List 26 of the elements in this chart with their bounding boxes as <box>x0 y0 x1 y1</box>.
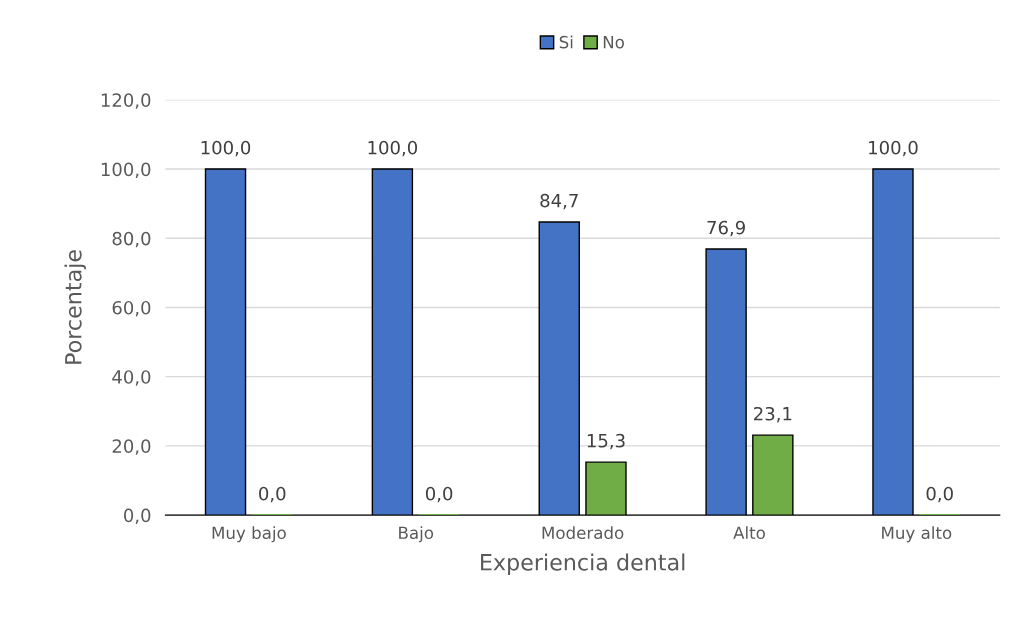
y-tick-label: 100,0 <box>101 162 151 179</box>
data-label: 0,0 <box>425 486 453 503</box>
x-axis-title: Experiencia dental <box>481 553 685 575</box>
x-tick-label: Muy bajo <box>212 526 286 543</box>
x-tick-label: Moderado <box>542 526 624 540</box>
x-tick-label: Muy alto <box>882 526 952 543</box>
data-label: 0,0 <box>259 486 286 503</box>
x-tick-label: Alto <box>733 526 765 540</box>
y-tick-label: 120,0 <box>101 93 151 109</box>
y-tick-label: 0,0 <box>124 508 151 525</box>
data-label: 100,0 <box>201 140 251 157</box>
y-tick-label: 20,0 <box>112 439 151 455</box>
y-tick-label: 80,0 <box>112 231 151 248</box>
legend-label: Si <box>559 35 573 49</box>
x-tick-label: Bajo <box>399 526 434 543</box>
y-tick-label: 60,0 <box>112 300 151 317</box>
data-label: 23,1 <box>754 406 792 423</box>
data-label: 100,0 <box>869 140 918 157</box>
data-label: 84,7 <box>540 193 578 210</box>
data-label: 15,3 <box>587 433 625 450</box>
data-label: 76,9 <box>707 220 745 237</box>
y-tick-label: 40,0 <box>112 370 151 386</box>
legend-label: No <box>603 36 624 49</box>
y-axis-title: Porcentaje <box>64 250 86 364</box>
data-label: 0,0 <box>926 486 953 503</box>
data-label: 100,0 <box>368 140 418 157</box>
